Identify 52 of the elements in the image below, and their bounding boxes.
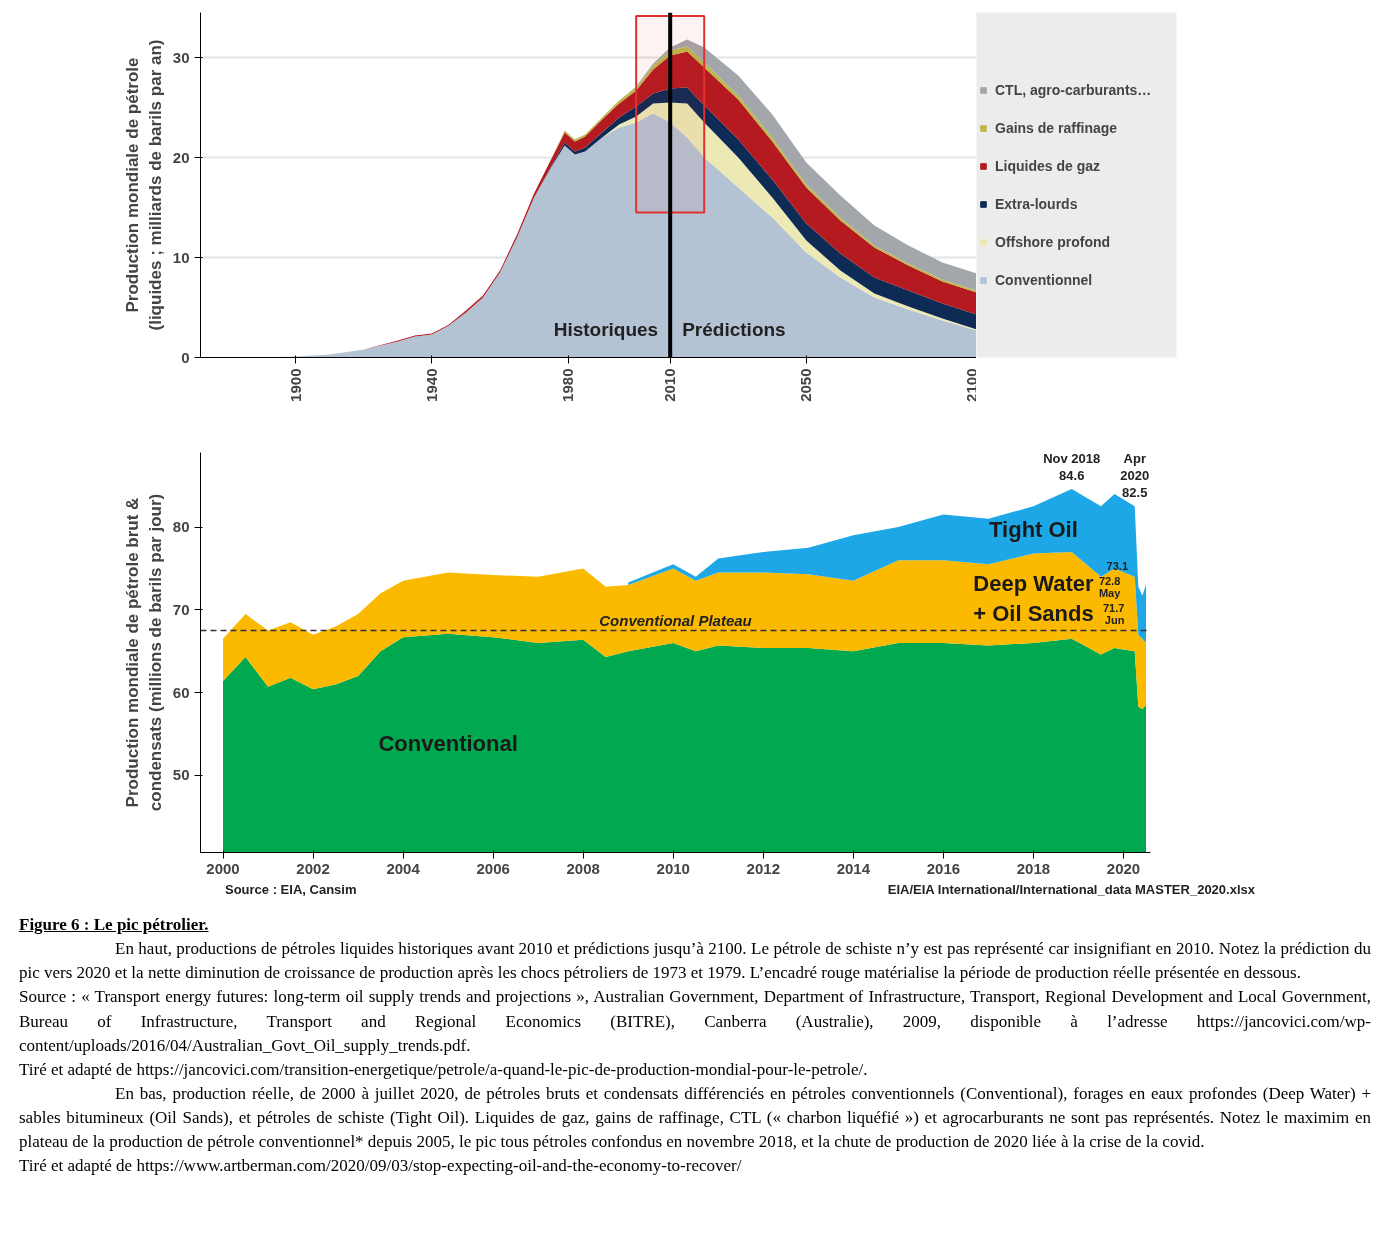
annotation: Prédictions: [682, 319, 786, 341]
text: Tiré et adapté de https://www.artberman.com/2020/09/03/stop-expecting-oil-and-the-economy-to-recover/: [19, 1155, 743, 1178]
x-tick-label: 2006: [476, 859, 510, 877]
x-tick-label: 2016: [926, 859, 961, 877]
legend-label: Liquides de gaz: [995, 157, 1101, 174]
x-tick-label: 2014: [836, 859, 871, 877]
annotation: Historiques: [553, 319, 659, 341]
x-tick-label: 2000: [206, 859, 240, 877]
caption: Figure 6 : Le pic pétrolier.: [19, 914, 210, 936]
y-tick-label: 50: [172, 766, 190, 784]
series-label: Tight Oil: [989, 517, 1078, 543]
ref-line-label: Conventional Plateau: [599, 611, 752, 629]
x-tick-label: 1940: [422, 368, 440, 402]
y-tick-label: 10: [172, 248, 190, 266]
y-tick-label: 70: [172, 600, 190, 618]
text: En bas, production réelle, de 2000 à juillet 2020, de pétroles bruts et condensats différenciés en pétroles conventionnels (Conventional), forages en eaux profondes (Deep Water) + sables bitumineux (Oil Sands), et pétroles de schiste (Tight Oil). Liquides de gaz, gains de raffinage, CTL (« charbon liquéfié ») et agrocarburants ne sont pas représentés. Notez le maximim en plateau de la production de pétrole conventionnel* depuis 2005, le pic tous pétroles confondus en novembre 2018, et la chute de production de 2020 liée à la crise de la covid.: [19, 1082, 1371, 1154]
annotation: Apr 2020 82.5: [1120, 450, 1150, 501]
x-tick-label: 2002: [296, 859, 330, 877]
annotation: Nov 2018 84.6: [1043, 450, 1101, 483]
x-tick-label: 2012: [746, 859, 780, 877]
source-note: Source : EIA, Cansim: [225, 881, 357, 899]
x-tick-label: 2010: [661, 368, 679, 402]
y-tick-label: 80: [172, 518, 190, 536]
legend-label: CTL, agro-carburants…: [995, 81, 1152, 98]
series-label: Deep Water + Oil Sands: [973, 570, 1094, 626]
source-note: Source : « Transport energy futures: long-term oil supply trends and projections », Australian Government, Department of Infrastructure, Transport, Regional Development and Local Government, Bureau of Infrastructure, Transport and Regional Economics (BITRE), Canberra (Australie), 2009, disponible à l’adresse https://jancovici.com/wp-content/uploads/2016/04/Australian_Govt_Oil_supply_trends.pdf.: [19, 986, 1371, 1057]
legend-label: Extra-lourds: [995, 195, 1078, 212]
x-tick-label: 2100: [962, 368, 980, 402]
y-tick-label: 0: [181, 348, 190, 366]
y-tick-label: 20: [172, 148, 190, 166]
y-axis-title: Production mondiale de pétrole brut & condensats (millions de barils par jour): [123, 493, 165, 812]
legend-label: Offshore profond: [995, 233, 1111, 250]
x-tick-label: 2018: [1016, 859, 1051, 877]
text: En haut, productions de pétroles liquides historiques avant 2010 et prédictions jusqu’à 2100. Le pétrole de schiste n’y est pas représenté car insignifiant en 2010. Notez la prédiction du pic vers 2020 et la nette diminution de croissance de production après les chocs pétroliers de 1973 et 1979. L’encadré rouge matérialise la période de production réelle présentée en dessous.: [19, 938, 1371, 985]
x-tick-label: 2050: [797, 368, 815, 402]
annotation: 71.7 Jun: [1102, 601, 1125, 626]
x-tick-label: 2004: [386, 859, 421, 877]
y-axis-title: Production mondiale de pétrole (liquides ; milliards de barils par an): [123, 39, 165, 331]
annotation: 73.1: [1106, 560, 1129, 573]
x-tick-label: 1900: [286, 368, 304, 402]
text: EIA/EIA International/International_data MASTER_2020.xlsx: [887, 881, 1255, 899]
x-tick-label: 1980: [559, 368, 577, 402]
x-tick-label: 2020: [1106, 859, 1141, 877]
annotation: 72.8 May: [1098, 574, 1122, 599]
legend-label: Conventionnel: [995, 271, 1093, 288]
series-label: Conventional: [378, 730, 518, 756]
y-tick-label: 60: [172, 683, 190, 701]
legend-label: Gains de raffinage: [995, 119, 1118, 136]
x-tick-label: 2008: [566, 859, 600, 877]
text: Tiré et adapté de https://jancovici.com/transition-energetique/petrole/a-quand-le-pic-de-production-mondial-pour-le-petrole/.: [19, 1058, 869, 1081]
x-tick-label: 2010: [656, 859, 690, 877]
y-tick-label: 30: [172, 48, 190, 66]
